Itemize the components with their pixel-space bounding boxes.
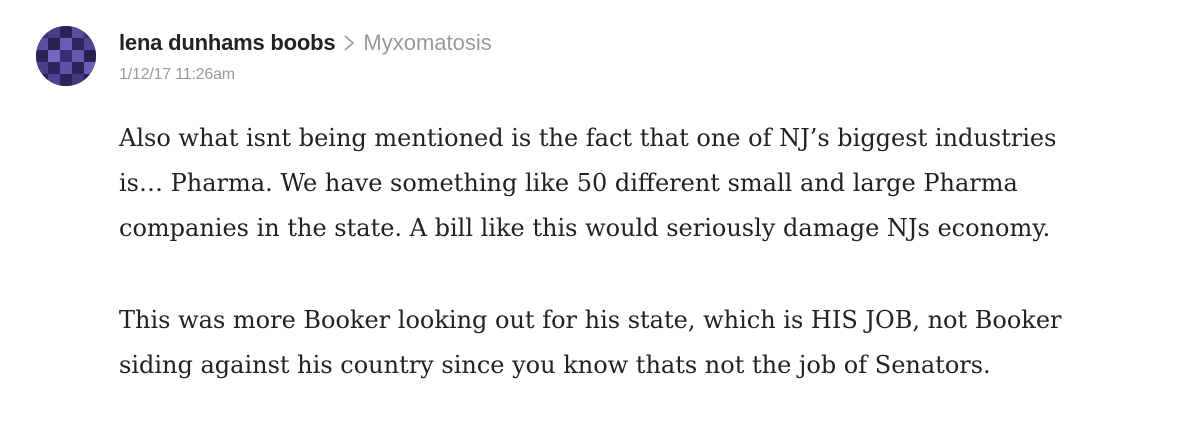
avatar-pixel — [36, 50, 48, 62]
avatar-pixel — [48, 74, 60, 86]
avatar-pixel — [72, 38, 84, 50]
avatar-pixel — [84, 62, 96, 74]
text-line: companies in the state. A bill like this… — [119, 214, 1051, 242]
avatar[interactable] — [36, 26, 96, 86]
avatar-pixel — [36, 26, 48, 38]
avatar-pixel — [36, 38, 48, 50]
avatar-pixel — [84, 38, 96, 50]
post-header: lena dunhams boobs Myxomatosis — [119, 28, 492, 58]
avatar-pixel — [84, 74, 96, 86]
chevron-right-icon — [343, 34, 355, 52]
comment-post: lena dunhams boobs Myxomatosis 1/12/17 1… — [36, 26, 1062, 379]
paragraph: This was more Booker looking out for his… — [119, 298, 1119, 388]
avatar-pixel — [84, 26, 96, 38]
post-body: Also what isnt being mentioned is the fa… — [119, 116, 1119, 435]
avatar-pixel — [36, 74, 48, 86]
text-line: This was more Booker looking out for his… — [119, 306, 1062, 334]
blog-name-link[interactable]: Myxomatosis — [363, 30, 492, 55]
avatar-pixel — [48, 62, 60, 74]
text-line: Also what isnt being mentioned is the fa… — [119, 124, 1057, 152]
avatar-pixel — [60, 26, 72, 38]
avatar-pixel — [72, 26, 84, 38]
avatar-pixel — [60, 74, 72, 86]
avatar-pixel — [84, 50, 96, 62]
avatar-pixel — [60, 50, 72, 62]
avatar-pixel — [72, 62, 84, 74]
avatar-pixel — [48, 50, 60, 62]
author-name[interactable]: lena dunhams boobs — [119, 30, 336, 55]
avatar-pixel — [72, 50, 84, 62]
text-line: siding against his country since you kno… — [119, 351, 991, 379]
avatar-pixel — [48, 38, 60, 50]
avatar-pixel — [72, 74, 84, 86]
paragraph: Also what isnt being mentioned is the fa… — [119, 116, 1119, 251]
avatar-pixel — [60, 62, 72, 74]
avatar-pixel — [48, 26, 60, 38]
text-line: is… Pharma. We have something like 50 di… — [119, 169, 1018, 197]
avatar-pixel — [36, 62, 48, 74]
post-timestamp[interactable]: 1/12/17 11:26am — [119, 66, 235, 83]
avatar-pixel — [60, 38, 72, 50]
